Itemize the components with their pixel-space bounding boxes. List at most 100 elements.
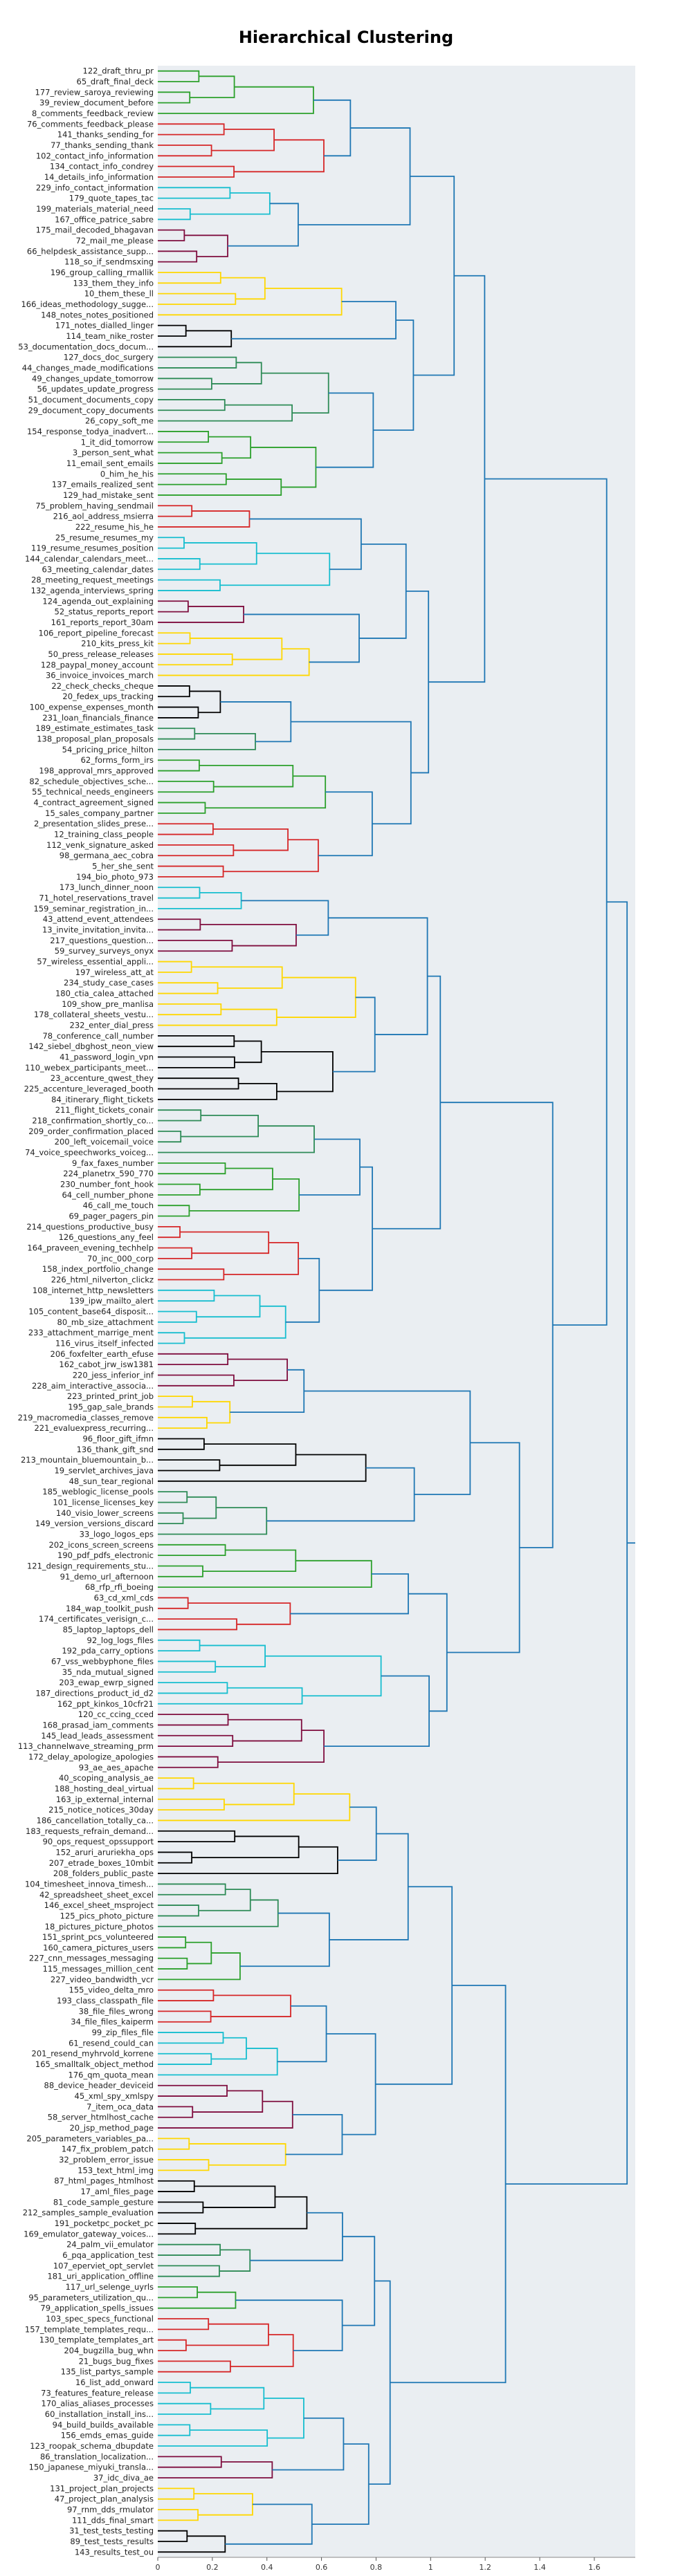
leaf-label: 1_it_did_tomorrow [81,437,154,447]
leaf-label: 194_bio_photo_973 [76,872,154,882]
leaf-label: 125_pics_photo_picture [60,1911,154,1920]
leaf-label: 123_roopak_schema_dbupdate [30,2441,154,2451]
leaf-label: 224_planetrx_590_770 [63,1169,154,1178]
leaf-label: 49_changes_update_tomorrow [32,373,154,383]
leaf-label: 232_enter_dial_press [70,1021,154,1030]
leaf-label: 139_ipw_mailto_alert [69,1296,154,1306]
leaf-label: 99_zip_files_file [92,2028,154,2037]
leaf-label: 25_resume_resumes_my [55,532,154,542]
leaf-label: 28_meeting_request_meetings [31,575,154,585]
leaf-label: 227_video_bandwidth_vcr [51,1974,154,1984]
leaf-label: 23_accenture_qwest_they [51,1073,154,1083]
leaf-label: 29_document_copy_documents [28,405,154,415]
dendrogram-link-23 [158,399,226,411]
x-tick-label: 0.6 [316,2563,328,2572]
dendrogram-link-186 [158,2535,226,2553]
leaf-label: 110_webex_participants_meet... [25,1063,154,1073]
leaf-label: 70_inc_000_corp [87,1254,154,1263]
leaf-label: 42_spreadsheet_sheet_excel [39,1890,154,1900]
dendrogram-link-131 [193,1782,295,1806]
leaf-label: 187_directions_product_id_d2 [35,1688,154,1698]
dendrogram-link-24 [211,362,262,384]
leaf-label: 167_office_patrice_sabre [55,214,154,224]
leaf-label: 14_details_info_information [44,172,154,182]
leaf-label: 164_praveen_evening_techhelp [27,1243,154,1253]
leaf-label: 41_password_login_vpn [60,1053,154,1062]
leaf-label: 34_file_files_kaiperm [71,2017,154,2027]
leaf-label: 230_number_font_hook [60,1180,154,1189]
leaf-label: 5_her_she_sent [92,862,154,871]
dendrogram-link-210 [225,2503,313,2545]
dendrogram-link-164 [158,2243,221,2256]
dendrogram-link-209 [272,2417,345,2471]
leaf-label: 104_timesheet_innova_timesh... [25,1879,154,1889]
leaf-label: 159_seminar_registration_in... [33,904,154,914]
leaf-label: 91_demo_url_afternoon [60,1572,154,1582]
leaf-label: 206_foxfelter_earth_efuse [51,1349,154,1359]
dendrogram-link-228 [368,2280,391,2485]
dendrogram-link-154 [192,2090,264,2113]
leaf-label: 233_attachment_marrige_ment [28,1328,154,1337]
leaf-label: 160_camera_pictures_users [43,1943,154,1952]
dendrogram-link-141 [158,1936,187,1949]
dendrogram-link-96 [184,1305,286,1339]
dendrogram-link-205 [277,2005,327,2063]
leaf-label: 157_template_templates_requ... [25,2324,154,2334]
leaf-label: 151_sprint_pcs_volunteered [42,1932,154,1942]
leaf-label: 15_sales_company_partner [45,808,154,818]
leaf-label: 107_eperviet_opt_servlet [53,2261,154,2270]
leaf-label: 174_certificates_verisign_c... [39,1614,154,1624]
leaf-label: 20_jsp_method_page [69,2123,154,2133]
leaf-label: 32_problem_error_issue [59,2155,154,2165]
dendrogram-link-214 [291,721,412,825]
leaf-label: 95_parameters_utilization_qu... [28,2292,154,2302]
leaf-label: 100_expense_expenses_month [30,703,154,712]
dendrogram-link-62 [158,891,242,909]
leaf-label: 80_mb_size_attachment [57,1317,154,1327]
leaf-label: 155_video_delta_mro [69,1985,154,1995]
leaf-label: 169_emulator_gateway_voices... [24,2229,154,2239]
leaf-label: 44_changes_made_modifications [22,363,154,373]
leaf-label: 60_installation_install_ins... [45,2409,154,2419]
dendrogram-link-153 [158,2106,194,2118]
dendrogram-link-167 [158,2286,198,2299]
leaf-label: 178_collateral_sheets_vestu... [34,1010,154,1019]
leaf-label: 63_meeting_calendar_dates [42,564,154,574]
dendrogram-link-46 [158,685,190,698]
leaf-label: 93_ae_aes_apache [79,1763,154,1772]
leaf-label: 18_pictures_picture_photos [45,1922,154,1931]
leaf-label: 17_aml_files_page [80,2187,154,2196]
dendrogram-link-74 [158,1077,239,1090]
leaf-label: 156_emds_emas_guide [61,2431,154,2440]
leaf-label: 166_ideas_methodology_sugge... [21,299,154,309]
leaf-label: 198_approval_mrs_approved [39,766,154,776]
leaf-label: 126_questions_any_feel [59,1232,154,1242]
dendrogram-link-110 [158,1507,268,1535]
dendrogram-link-76 [158,1082,277,1100]
dendrogram-link-207 [250,2212,343,2261]
leaf-label: 218_confirmation_shortly_co... [32,1116,154,1126]
leaf-label: 68_rfp_rfi_boeing [85,1582,154,1592]
leaf-label: 86_translation_localization... [40,2452,154,2461]
dendrogram-link-13 [158,250,198,263]
dendrogram-link-151 [158,2048,278,2076]
leaf-label: 144_calendar_calendars_meet... [25,554,154,564]
leaf-label: 116_virus_itself_infected [55,1338,154,1348]
dendrogram-link-189 [231,301,397,340]
leaf-label: 26_copy_soft_me [85,416,154,426]
leaf-label: 58_server_htmlhost_cache [48,2113,154,2122]
dendrogram-link-43 [158,654,233,666]
leaf-label: 226_html_nilverton_clickz [51,1275,154,1285]
leaf-label: 78_conference_call_number [42,1031,154,1041]
dendrogram-link-77 [261,1050,334,1093]
leaf-label: 221_evaluexpress_recurring... [34,1423,154,1433]
leaf-label: 88_device_header_deviceid [44,2081,154,2091]
leaf-label: 181_uri_application_offline [47,2272,154,2281]
leaf-label: 31_test_tests_testing [69,2526,154,2536]
leaf-label: 87_html_pages_htmlhost [54,2176,154,2186]
x-tick-label: 1.4 [534,2563,546,2572]
leaf-label: 134_contact_info_condrey [50,162,154,172]
leaf-label: 225_accenture_leveraged_booth [24,1084,154,1094]
leaf-label: 197_wireless_att_at [75,967,154,977]
leaf-label: 193_class_classpath_file [57,1996,154,2005]
